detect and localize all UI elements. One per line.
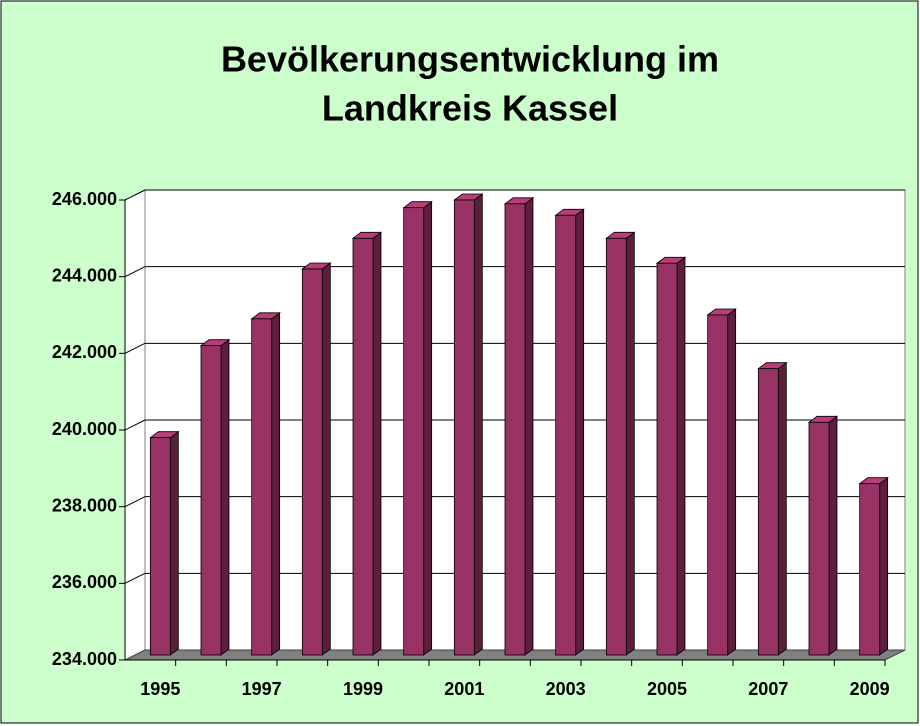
x-tick-label: 2001 — [444, 679, 484, 699]
bar-front — [757, 368, 779, 656]
bar — [351, 231, 383, 656]
bar-front — [403, 207, 425, 656]
bar-side — [727, 308, 737, 656]
grid-line — [124, 342, 146, 354]
bar-front — [352, 237, 374, 656]
grid-line — [124, 266, 146, 278]
bar-front — [859, 483, 881, 656]
bar-front — [605, 237, 627, 656]
bar-front — [504, 203, 526, 656]
bar — [402, 200, 433, 656]
bar — [554, 208, 585, 656]
y-tick-label: 236.000 — [52, 572, 117, 592]
bar-side — [271, 312, 281, 656]
bar — [706, 308, 737, 656]
bar-front — [149, 437, 171, 656]
bar-side — [777, 361, 787, 656]
bar-front — [555, 214, 577, 656]
grid-line — [124, 572, 146, 584]
bar-front — [251, 318, 273, 656]
x-tick-label: 2005 — [647, 679, 687, 699]
x-tick-label: 1997 — [242, 679, 282, 699]
bar — [807, 415, 839, 656]
bar-side — [828, 415, 838, 656]
chart-title: Landkreis Kassel — [322, 88, 618, 129]
grid-line — [124, 496, 146, 508]
x-tick-label: 2009 — [850, 679, 890, 699]
x-tick-label: 1999 — [343, 679, 383, 699]
bar — [199, 338, 231, 656]
y-tick-label: 234.000 — [52, 649, 117, 669]
y-tick-label: 242.000 — [52, 342, 117, 362]
x-tick-label: 2007 — [748, 679, 788, 699]
bar-side — [220, 338, 230, 656]
bar — [858, 476, 889, 656]
x-tick-label: 2003 — [546, 679, 586, 699]
y-tick-label: 246.000 — [52, 189, 117, 209]
bar-front — [453, 199, 475, 656]
bar-side — [879, 476, 889, 656]
bar-side — [372, 231, 382, 656]
bar — [250, 312, 281, 656]
grid-line — [124, 189, 146, 201]
bar-side — [473, 193, 483, 656]
grid-line — [124, 419, 146, 431]
bar-front — [200, 345, 222, 656]
bar-front — [301, 268, 323, 656]
chart-title: Bevölkerungsentwicklung im — [221, 39, 719, 80]
bar-side — [676, 256, 686, 656]
bar-side — [524, 197, 534, 656]
bar-side — [625, 231, 635, 656]
y-tick-label: 244.000 — [52, 265, 117, 285]
bar — [301, 262, 332, 656]
bar — [503, 197, 535, 656]
bar-side — [423, 200, 433, 656]
bar-side — [169, 430, 179, 656]
bar-front — [656, 262, 678, 656]
bar-front — [808, 421, 830, 656]
bar-side — [575, 208, 585, 656]
y-tick-label: 238.000 — [52, 495, 117, 515]
y-tick-label: 240.000 — [52, 419, 117, 439]
bar — [453, 193, 484, 656]
bar — [149, 430, 180, 656]
bar-side — [321, 262, 331, 656]
bar — [655, 256, 687, 656]
bar-front — [707, 314, 729, 656]
bar — [757, 361, 788, 656]
bar — [605, 231, 636, 656]
x-tick-label: 1995 — [140, 679, 180, 699]
